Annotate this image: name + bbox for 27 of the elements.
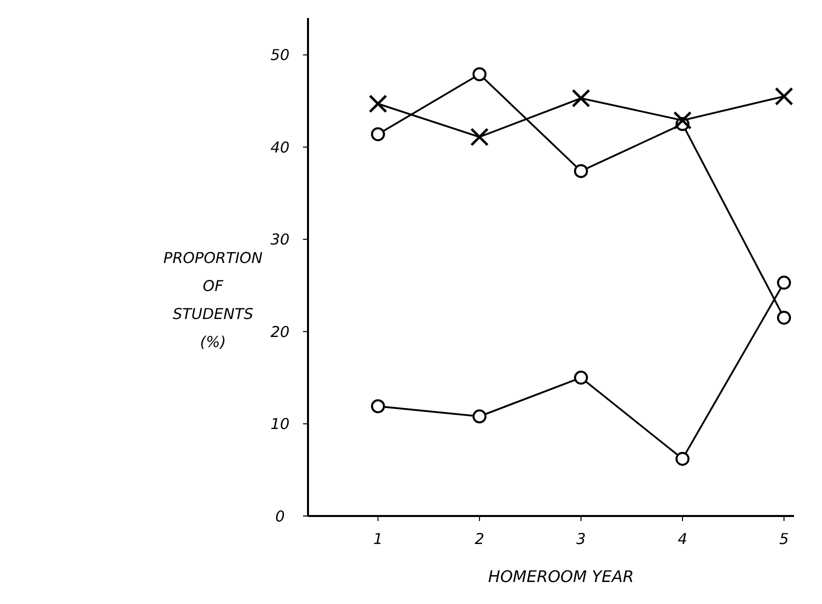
y-tick-label: 50 (270, 46, 290, 64)
x-tick-label: 1 (373, 530, 383, 548)
point (371, 127, 385, 142)
x-tick-label: 4 (678, 530, 688, 548)
point (673, 111, 692, 130)
point (572, 88, 590, 108)
point (774, 87, 794, 106)
y-tick-label: 0 (275, 507, 285, 526)
y-tick-label: 20 (270, 322, 290, 341)
y-tick-label: 10 (270, 415, 290, 434)
y-tick-label: 30 (270, 230, 290, 249)
y-axis-title: PROPORTION OF STUDENTS (%) (163, 249, 263, 351)
point (777, 310, 791, 325)
x-tick-label: 3 (576, 530, 586, 548)
point (371, 399, 385, 414)
point (472, 67, 486, 82)
point (777, 276, 791, 290)
x-axis-title: HOMEROOM YEAR (488, 567, 634, 586)
y-tick-label: 40 (270, 138, 290, 156)
point (472, 409, 486, 424)
x-tick-label: 2 (474, 530, 484, 548)
point (676, 452, 690, 466)
point (368, 94, 388, 114)
point (574, 164, 588, 178)
point (574, 370, 588, 385)
point (470, 128, 489, 146)
x-tick-label: 5 (779, 530, 789, 548)
